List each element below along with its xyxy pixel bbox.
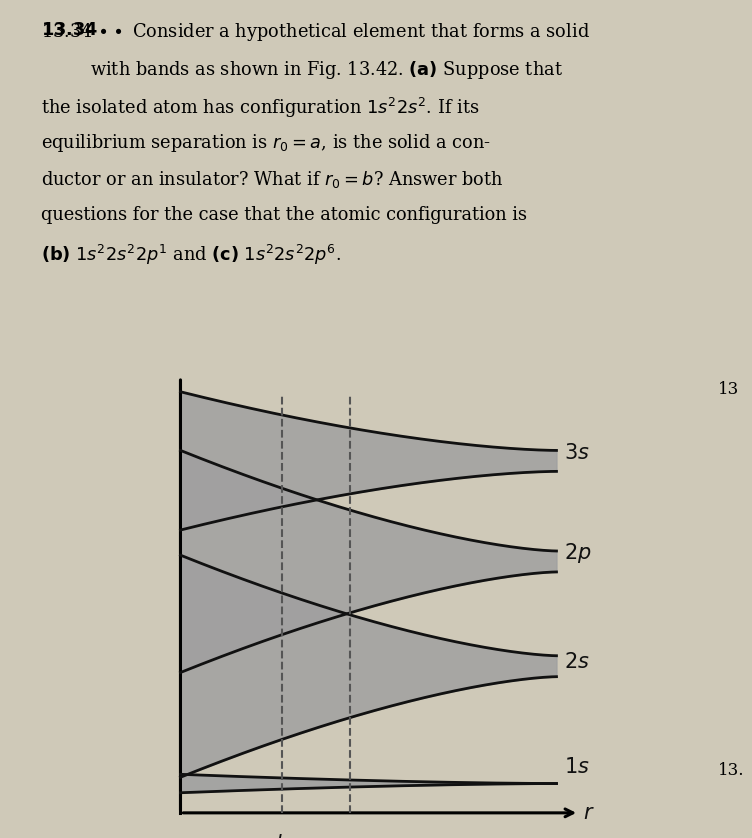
Text: questions for the case that the atomic configuration is: questions for the case that the atomic c…	[41, 206, 527, 224]
Text: $b$: $b$	[275, 834, 289, 838]
Text: equilibrium separation is $r_0 = a$, is the solid a con-: equilibrium separation is $r_0 = a$, is …	[41, 132, 491, 154]
Text: $1s$: $1s$	[564, 757, 590, 777]
Text: 13.34 $\bullet\bullet$ Consider a hypothetical element that forms a solid: 13.34 $\bullet\bullet$ Consider a hypoth…	[41, 21, 590, 43]
Text: $a$: $a$	[343, 834, 356, 838]
Text: $2p$: $2p$	[564, 541, 592, 565]
Text: $\mathbf{13.34}$: $\mathbf{13.34}$	[41, 21, 99, 39]
Text: $r$: $r$	[583, 803, 595, 823]
Text: $2s$: $2s$	[564, 652, 590, 672]
Text: 13: 13	[718, 381, 739, 398]
Text: with bands as shown in Fig. 13.42. $\mathbf{(a)}$ Suppose that: with bands as shown in Fig. 13.42. $\mat…	[90, 59, 563, 80]
Text: the isolated atom has configuration $1s^22s^2$. If its: the isolated atom has configuration $1s^…	[41, 96, 480, 120]
Text: ductor or an insulator? What if $r_0 = b$? Answer both: ductor or an insulator? What if $r_0 = b…	[41, 169, 504, 190]
Text: 13.: 13.	[718, 763, 744, 779]
Text: $\mathbf{(b)}$ $1s^22s^22p^1$ and $\mathbf{(c)}$ $1s^22s^22p^6$.: $\mathbf{(b)}$ $1s^22s^22p^1$ and $\math…	[41, 243, 341, 267]
Text: $3s$: $3s$	[564, 442, 590, 463]
